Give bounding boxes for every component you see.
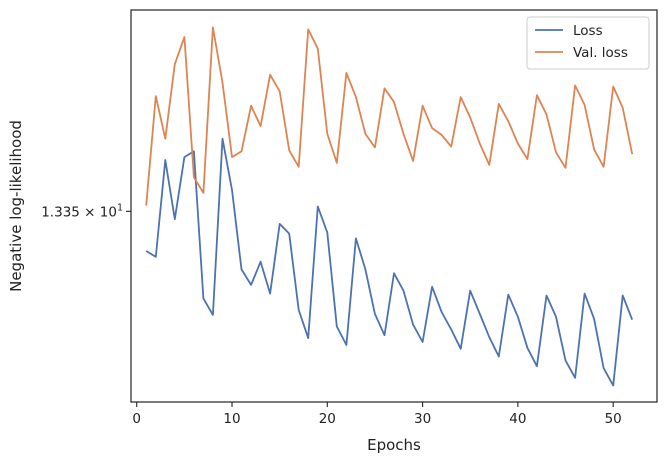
legend-label-val-loss: Val. loss [573, 45, 628, 61]
x-tick-label: 0 [132, 411, 141, 427]
y-tick-label: 1.335 × 101 [41, 202, 123, 220]
series-line-val-loss [145, 26, 634, 206]
x-tick-label: 50 [605, 411, 622, 427]
series-layer [145, 26, 634, 387]
x-tick-label: 40 [509, 411, 526, 427]
x-axis-title: Epochs [367, 436, 421, 454]
series-line-loss [145, 137, 634, 387]
legend: Loss Val. loss [526, 16, 650, 70]
x-tick-label: 30 [414, 411, 431, 427]
x-tick-label: 10 [223, 411, 240, 427]
y-axis-title: Negative log-likelihood [7, 120, 25, 292]
y-axis: 1.335 × 1011.34 × 1011.345 × 1011.35 × 1… [41, 202, 131, 220]
x-tick-label: 20 [319, 411, 336, 427]
x-axis: 0 10 20 30 40 50 [132, 402, 622, 427]
legend-label-loss: Loss [573, 23, 603, 39]
plot-area [130, 9, 658, 403]
